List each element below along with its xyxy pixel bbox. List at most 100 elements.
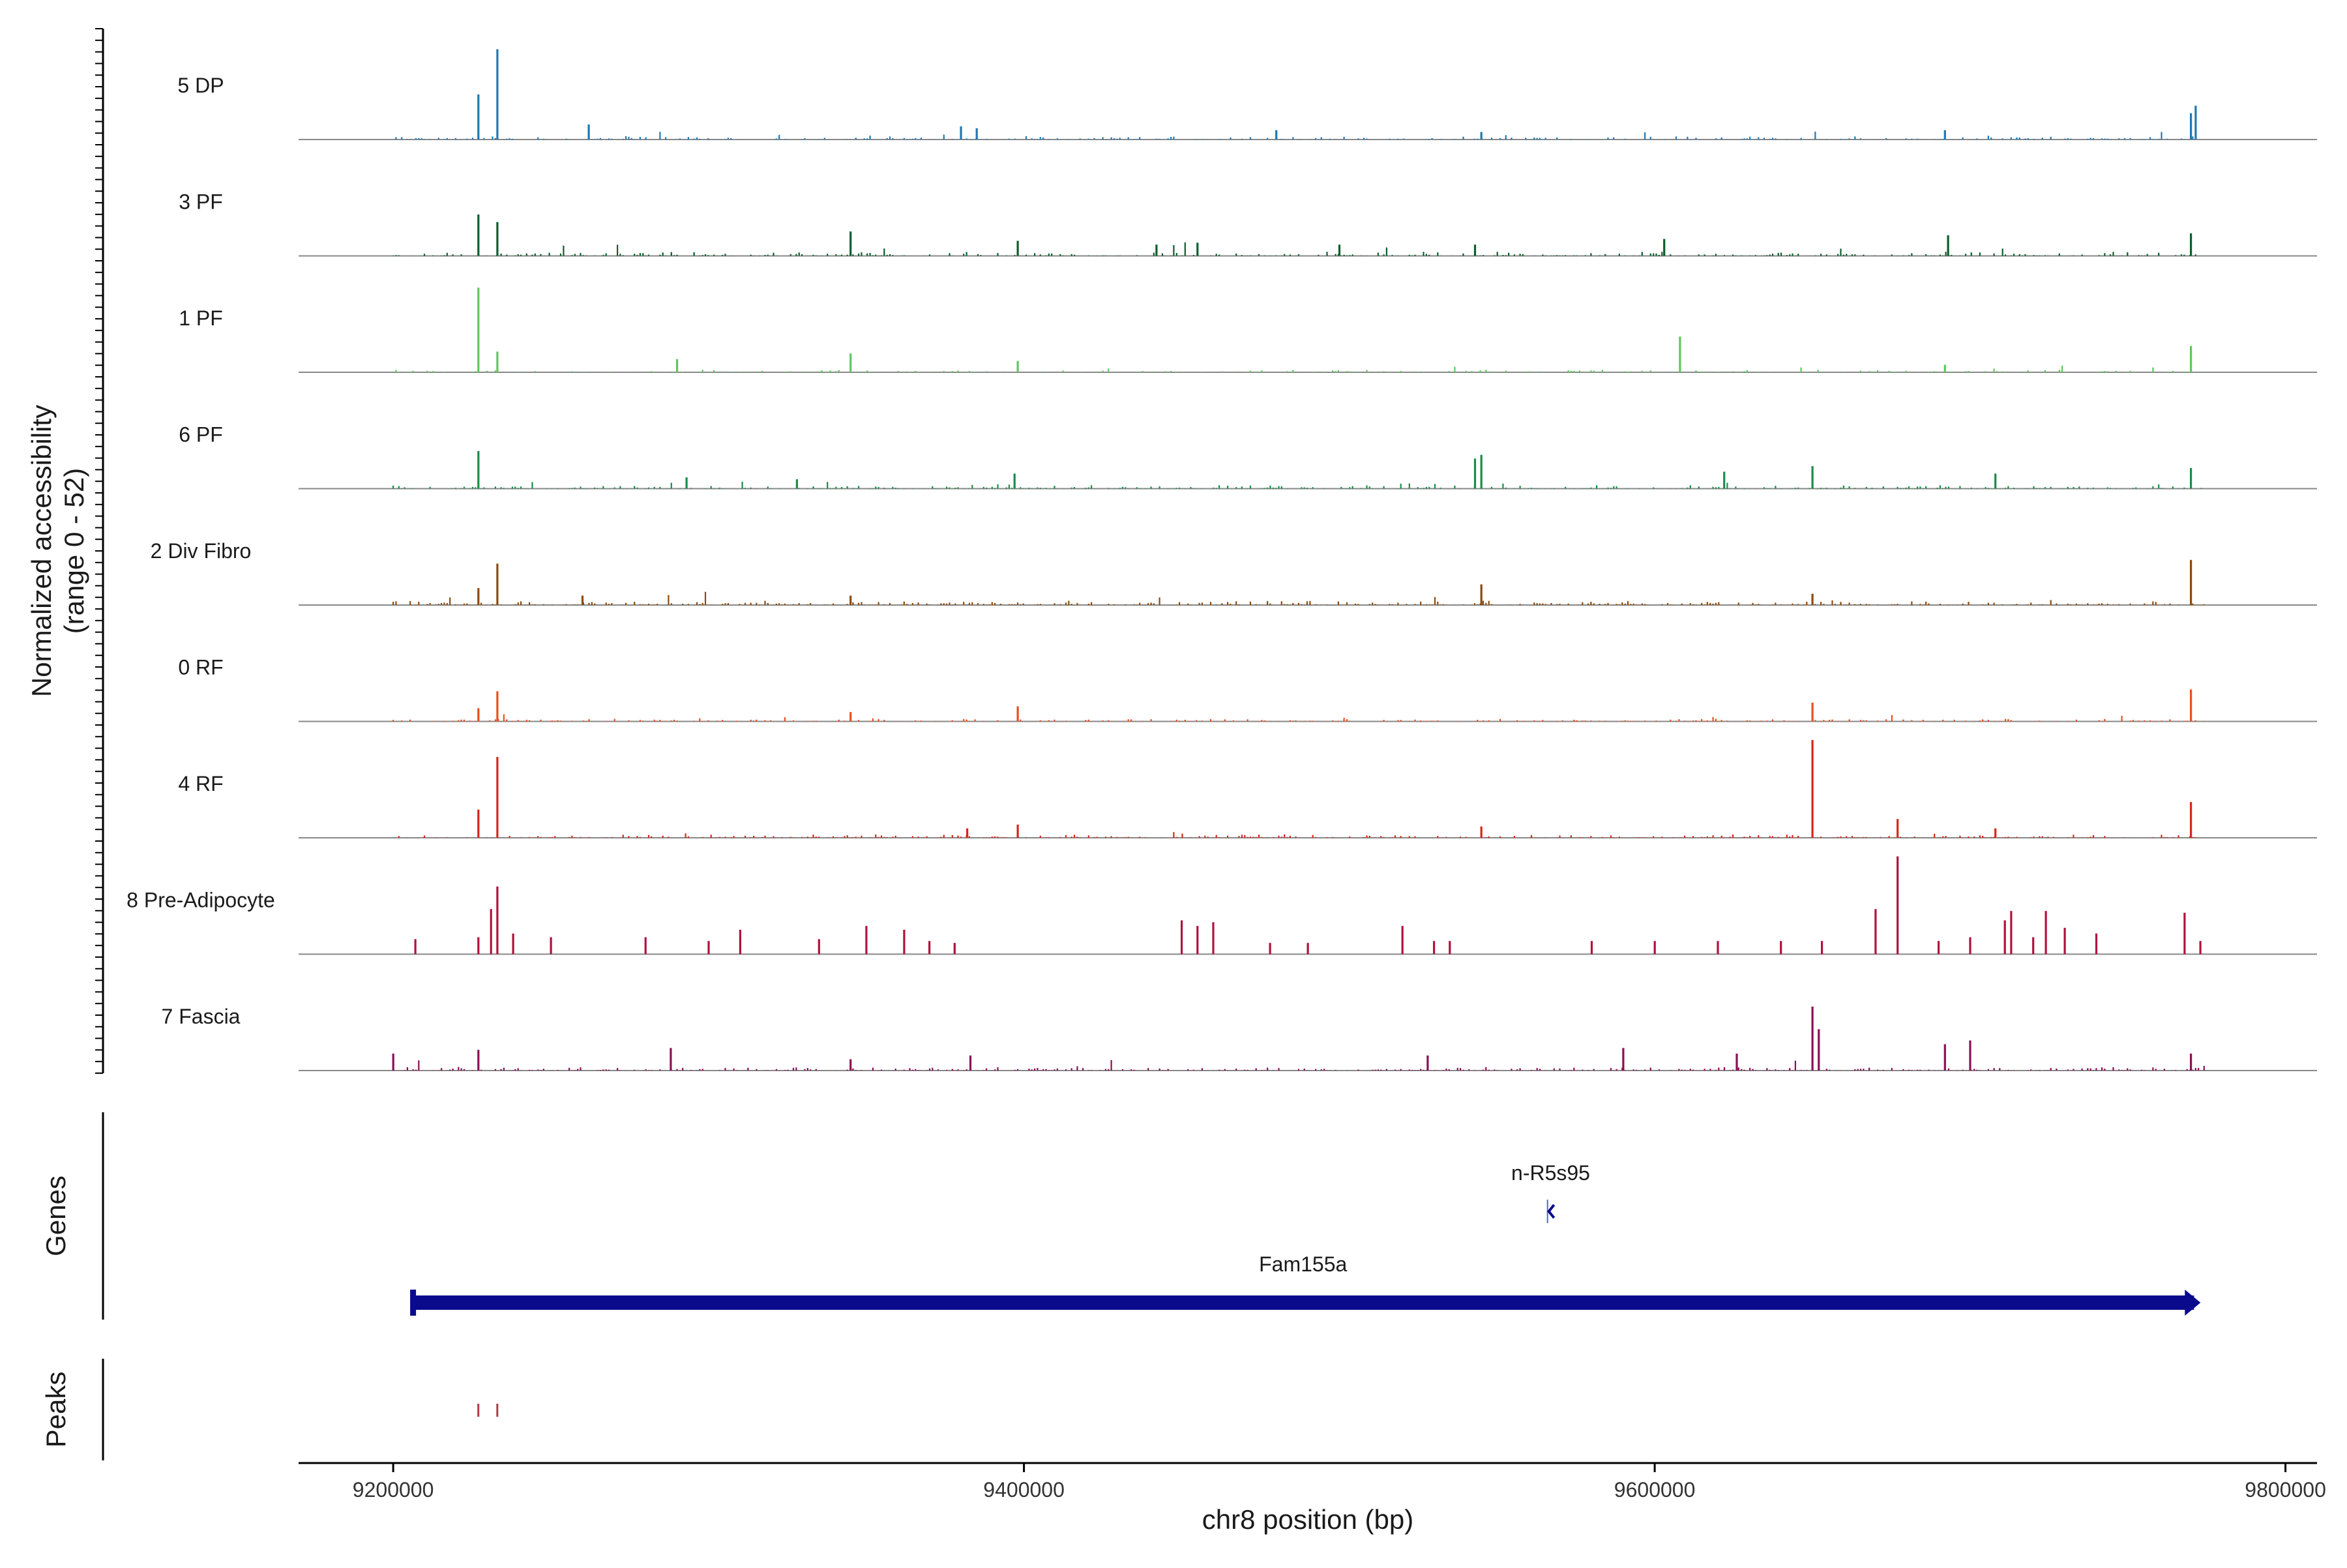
track-peak: [1622, 1048, 1625, 1071]
track-signal: [392, 832, 2196, 838]
track-peak: [1338, 244, 1341, 256]
track-peak: [490, 909, 492, 954]
peak-regions: [477, 1404, 499, 1417]
coverage-track: 8 Pre-Adipocyte: [126, 856, 2317, 955]
track-peak: [587, 124, 590, 140]
track-peak: [1653, 941, 1656, 954]
track-peak: [849, 595, 852, 605]
track-peak: [1811, 1006, 1814, 1071]
track-peak: [1473, 244, 1477, 256]
track-peak: [953, 943, 956, 954]
track-peak: [2190, 467, 2192, 489]
x-tick-label: 9800000: [2245, 1478, 2326, 1501]
track-label: 4 RF: [178, 772, 223, 795]
track-peak: [1943, 1044, 1946, 1071]
track-peak: [1679, 336, 1681, 372]
gene: Fam155a: [410, 1252, 2201, 1316]
track-peak: [1306, 943, 1309, 954]
track-peak: [477, 451, 480, 489]
track-peak: [1433, 941, 1436, 954]
genes-panel-label: Genes: [40, 1176, 71, 1256]
accessibility-y-axis-ticks: [95, 28, 103, 1074]
gene-start-cap: [410, 1290, 417, 1316]
track-peak: [2032, 937, 2035, 954]
track-peak: [849, 1059, 852, 1071]
track-label: 5 DP: [177, 74, 224, 97]
x-tick-label: 9600000: [1614, 1478, 1696, 1501]
track-peak: [2003, 920, 2006, 954]
track-peak: [477, 708, 480, 722]
track-peak: [477, 288, 480, 372]
track-peak: [849, 712, 852, 722]
peaks-panel-label: Peaks: [40, 1372, 71, 1448]
track-peak: [1821, 941, 1823, 954]
track-peak: [1897, 819, 1899, 838]
track-peak: [1897, 856, 1899, 954]
track-peak: [550, 937, 552, 954]
coverage-track: 6 PF: [179, 423, 2317, 490]
track-peak: [849, 353, 852, 372]
track-peak: [2199, 941, 2202, 954]
coverage-track: 5 DP: [177, 49, 2317, 140]
track-peak: [496, 563, 499, 605]
track-peak: [2190, 802, 2192, 838]
track-peak: [1874, 909, 1877, 954]
track-peak: [1994, 828, 1997, 838]
coverage-track: 1 PF: [179, 288, 2317, 373]
track-peak: [1994, 473, 1997, 489]
track-peak: [581, 595, 584, 605]
track-peak: [849, 231, 852, 256]
accessibility-y-axis-title: Normalized accessibility (range 0 - 52): [26, 405, 89, 697]
coverage-track: 4 RF: [178, 740, 2317, 838]
track-peak: [1155, 244, 1158, 256]
track-peak: [707, 941, 710, 954]
track-peak: [1181, 920, 1183, 954]
track-peak: [477, 214, 480, 256]
track-peak: [477, 94, 480, 140]
track-peak: [1196, 243, 1199, 256]
track-peak: [1947, 235, 1949, 256]
track-peak: [2190, 233, 2192, 256]
track-peak: [903, 930, 906, 954]
coverage-track: 2 Div Fibro: [151, 539, 2317, 606]
gene-label: n-R5s95: [1511, 1161, 1590, 1185]
gene-annotations: n-R5s95 Fam155a: [410, 1161, 2201, 1316]
track-peak: [512, 933, 514, 954]
track-peak: [1943, 130, 1946, 140]
track-peak: [496, 49, 499, 140]
track-peak: [477, 588, 480, 605]
gene-body: [412, 1295, 2194, 1310]
track-peak: [1735, 1054, 1738, 1071]
track-peak: [496, 351, 499, 372]
track-peak: [2044, 911, 2047, 954]
gene-strand-arrow: [1547, 1204, 1556, 1219]
track-peak: [1480, 454, 1483, 489]
track-peak: [1426, 1055, 1429, 1071]
track-peak: [2190, 346, 2192, 372]
track-peak: [2190, 689, 2192, 722]
track-peak: [2190, 113, 2192, 140]
track-signal: [395, 365, 2200, 372]
track-peak: [795, 479, 798, 489]
track-signal: [395, 131, 2194, 140]
track-peak: [477, 809, 480, 838]
track-peak: [477, 937, 480, 954]
track-peak: [414, 939, 417, 954]
track-peak: [496, 222, 499, 256]
coverage-tracks: 5 DP 3 PF 1 PF 6 PF 2 Div Fibro 0 RF 4 RF 8 Pre…: [126, 49, 2317, 1071]
track-peak: [1811, 466, 1814, 489]
gene-label: Fam155a: [1259, 1252, 1347, 1276]
track-label: 1 PF: [179, 306, 223, 330]
track-peak: [928, 941, 931, 954]
track-peak: [2010, 911, 2013, 954]
coverage-track: 3 PF: [179, 190, 2317, 257]
track-peak: [1663, 239, 1666, 256]
track-peak: [1016, 361, 1019, 372]
track-peak: [1016, 824, 1019, 838]
track-peak: [1969, 1040, 1971, 1071]
x-axis-ticks: 9200000 9400000 9600000 9800000: [353, 1463, 2326, 1501]
track-peak: [392, 1054, 394, 1071]
track-peak: [818, 939, 820, 954]
